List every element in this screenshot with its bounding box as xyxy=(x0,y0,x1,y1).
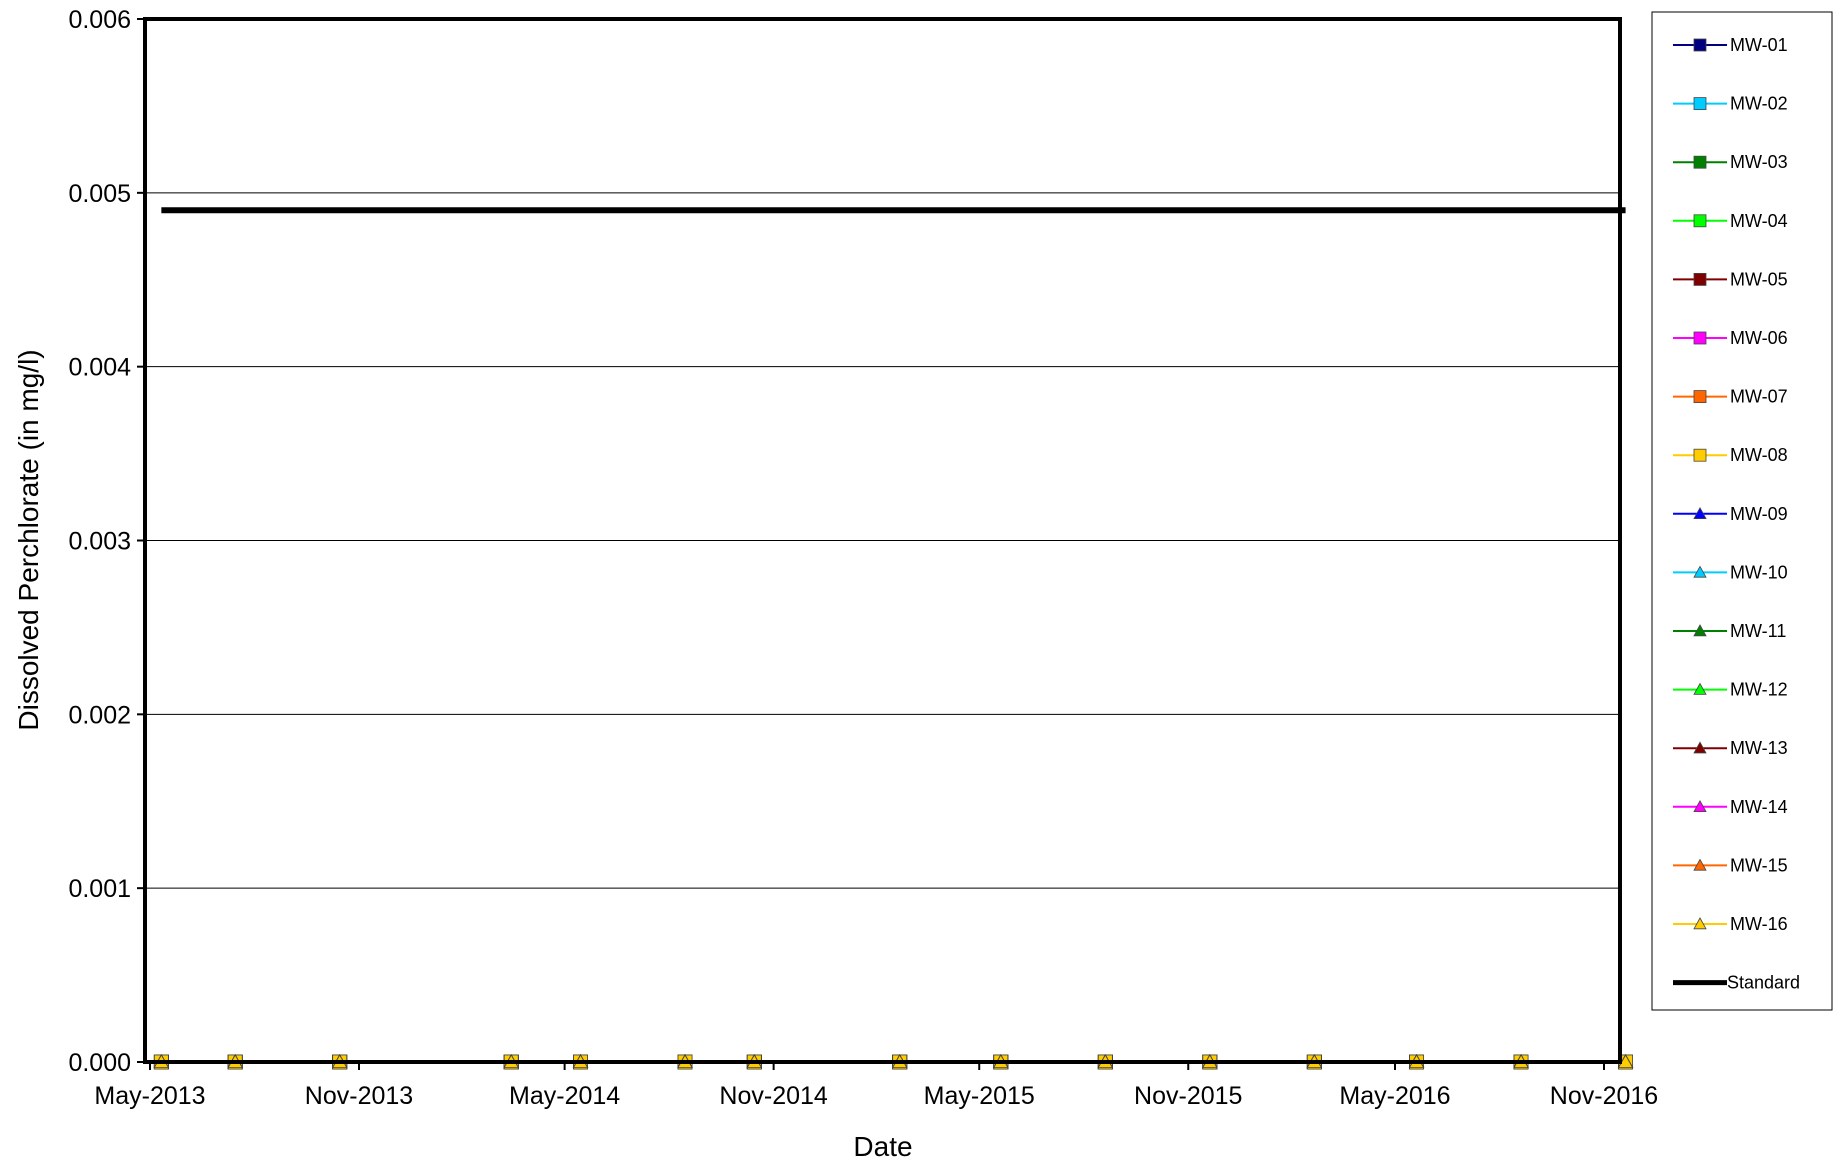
legend-label: MW-15 xyxy=(1730,855,1788,875)
legend-label: MW-12 xyxy=(1730,680,1788,700)
x-tick-label: Nov-2014 xyxy=(719,1082,827,1110)
legend-label: Standard xyxy=(1727,973,1800,993)
legend-label: MW-16 xyxy=(1730,914,1788,934)
legend-box xyxy=(1651,11,1833,1011)
legend-swatch-marker xyxy=(1693,272,1707,286)
y-tick-label: 0.001 xyxy=(68,875,131,903)
data-point xyxy=(1617,1054,1634,1068)
legend-label: MW-03 xyxy=(1730,152,1788,172)
y-tick-label: 0.000 xyxy=(68,1049,131,1077)
legend-item-mw-13: MW-13 xyxy=(1673,738,1788,758)
legend-item-mw-11: MW-11 xyxy=(1673,621,1786,641)
x-tick-label: May-2015 xyxy=(924,1082,1035,1110)
legend-swatch-marker xyxy=(1693,682,1707,695)
y-tick-label: 0.005 xyxy=(68,180,131,208)
legend-swatch-marker xyxy=(1693,565,1707,578)
legend-swatch-marker xyxy=(1693,624,1707,637)
legend-label: MW-09 xyxy=(1730,504,1788,524)
y-tick-label: 0.002 xyxy=(68,701,131,729)
legend-swatch-marker xyxy=(1693,448,1707,462)
legend-label: MW-02 xyxy=(1730,94,1788,114)
x-tick-label: Nov-2015 xyxy=(1134,1082,1242,1110)
legend-swatch-marker xyxy=(1693,38,1707,52)
legend-label: MW-13 xyxy=(1730,738,1788,758)
legend-swatch-marker xyxy=(1693,741,1707,754)
legend-item-mw-12: MW-12 xyxy=(1673,680,1788,700)
legend-label: MW-04 xyxy=(1730,211,1788,231)
x-axis-title: Date xyxy=(853,1131,912,1162)
legend-item-mw-06: MW-06 xyxy=(1673,328,1788,348)
legend-swatch-marker xyxy=(1693,858,1707,871)
x-tick-label: May-2016 xyxy=(1339,1082,1450,1110)
legend-item-mw-04: MW-04 xyxy=(1673,211,1788,231)
y-axis-title: Dissolved Perchlorate (in mg/l) xyxy=(13,349,44,730)
y-tick-label: 0.006 xyxy=(68,6,131,34)
legend-item-mw-07: MW-07 xyxy=(1673,387,1788,407)
legend-label: MW-08 xyxy=(1730,445,1788,465)
legend: MW-01 MW-02 MW-03 MW-04 MW-05 MW-06 MW-07 MW-08… xyxy=(1651,11,1833,1011)
x-tick-label: Nov-2016 xyxy=(1550,1082,1658,1110)
legend-items: MW-01 MW-02 MW-03 MW-04 MW-05 MW-06 MW-07 MW-08… xyxy=(1673,35,1800,993)
legend-swatch-marker xyxy=(1693,799,1707,812)
legend-label: MW-01 xyxy=(1730,35,1788,55)
legend-item-mw-03: MW-03 xyxy=(1673,152,1788,172)
x-axis-ticks: May-2013 Nov-2013 May-2014 Nov-2014 May-2015… xyxy=(94,1062,1658,1110)
legend-item-mw-16: MW-16 xyxy=(1673,914,1788,934)
legend-item-mw-09: MW-09 xyxy=(1673,504,1788,524)
legend-swatch-marker xyxy=(1693,506,1707,519)
legend-swatch-marker xyxy=(1693,917,1707,930)
legend-label: MW-07 xyxy=(1730,387,1788,407)
x-tick-label: May-2013 xyxy=(94,1082,205,1110)
legend-label: MW-14 xyxy=(1730,797,1788,817)
legend-swatch-marker xyxy=(1693,155,1707,169)
legend-item-mw-01: MW-01 xyxy=(1673,35,1788,55)
y-tick-label: 0.003 xyxy=(68,528,131,556)
legend-label: MW-10 xyxy=(1730,562,1788,582)
legend-item-mw-08: MW-08 xyxy=(1673,445,1788,465)
y-axis-ticks: 0.000 0.001 0.002 0.003 0.004 0.005 0.006 xyxy=(68,6,145,1077)
y-tick-label: 0.004 xyxy=(68,354,131,382)
x-tick-label: Nov-2013 xyxy=(305,1082,413,1110)
legend-item-mw-05: MW-05 xyxy=(1673,269,1788,289)
legend-item-mw-10: MW-10 xyxy=(1673,562,1788,582)
legend-swatch-marker xyxy=(1693,214,1707,228)
legend-item-mw-15: MW-15 xyxy=(1673,855,1788,875)
gridlines xyxy=(145,192,1620,889)
legend-item-mw-02: MW-02 xyxy=(1673,94,1788,114)
legend-item-standard: Standard xyxy=(1673,973,1800,993)
legend-swatch-marker xyxy=(1693,97,1707,110)
legend-swatch-marker xyxy=(1693,331,1707,345)
legend-swatch-marker xyxy=(1693,390,1707,404)
legend-label: MW-11 xyxy=(1730,621,1786,641)
x-tick-label: May-2014 xyxy=(509,1082,620,1110)
legend-item-mw-14: MW-14 xyxy=(1673,797,1788,817)
legend-label: MW-06 xyxy=(1730,328,1788,348)
legend-label: MW-05 xyxy=(1730,269,1788,289)
